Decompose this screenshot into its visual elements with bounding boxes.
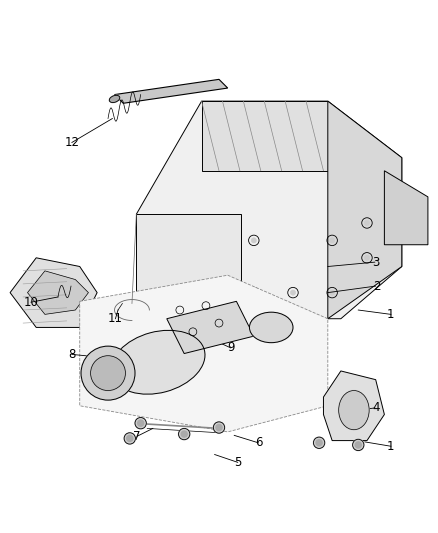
Ellipse shape (250, 312, 293, 343)
Circle shape (124, 433, 135, 444)
Polygon shape (115, 79, 228, 103)
Polygon shape (201, 101, 328, 171)
Circle shape (364, 220, 370, 225)
Circle shape (251, 290, 256, 295)
Circle shape (364, 255, 370, 261)
Text: 11: 11 (108, 312, 123, 325)
Text: 1: 1 (387, 308, 395, 321)
Ellipse shape (339, 391, 369, 430)
Polygon shape (136, 101, 402, 319)
Circle shape (353, 439, 364, 450)
Text: 10: 10 (24, 296, 39, 309)
Ellipse shape (110, 95, 120, 102)
Circle shape (329, 290, 335, 295)
Text: 1: 1 (387, 440, 395, 453)
Circle shape (135, 417, 146, 429)
Circle shape (127, 435, 133, 441)
Circle shape (138, 420, 144, 426)
Polygon shape (328, 101, 402, 319)
Text: 4: 4 (372, 401, 379, 415)
Text: 5: 5 (234, 456, 241, 469)
Text: 8: 8 (68, 348, 76, 361)
Circle shape (314, 437, 325, 448)
Circle shape (355, 442, 361, 448)
Polygon shape (136, 214, 241, 319)
Text: 12: 12 (64, 136, 79, 149)
Polygon shape (167, 301, 254, 353)
Text: 3: 3 (372, 256, 379, 269)
Circle shape (213, 422, 225, 433)
Polygon shape (385, 171, 428, 245)
Text: 2: 2 (373, 280, 380, 293)
Circle shape (329, 238, 335, 243)
Ellipse shape (111, 330, 205, 394)
Circle shape (290, 290, 296, 295)
Polygon shape (106, 297, 141, 314)
Circle shape (251, 238, 256, 243)
Text: 6: 6 (255, 437, 263, 449)
Circle shape (181, 431, 187, 437)
Polygon shape (80, 275, 328, 432)
Text: 7: 7 (134, 430, 141, 443)
Circle shape (81, 346, 135, 400)
Polygon shape (10, 258, 97, 327)
Text: 9: 9 (227, 342, 234, 354)
Circle shape (316, 440, 322, 446)
Polygon shape (28, 271, 88, 314)
Circle shape (216, 424, 222, 431)
Circle shape (91, 356, 125, 391)
Polygon shape (323, 371, 385, 441)
Circle shape (179, 429, 190, 440)
